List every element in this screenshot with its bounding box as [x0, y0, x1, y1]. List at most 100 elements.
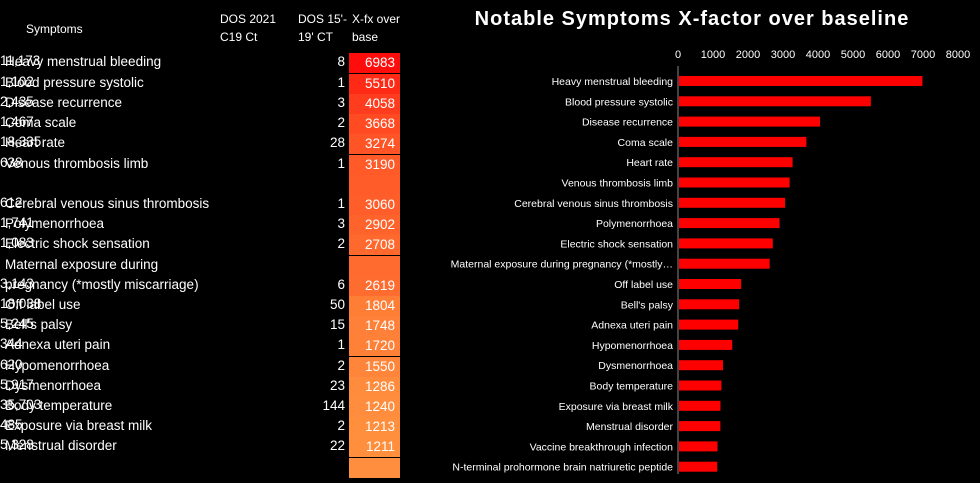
symptom-name: Hypomenorrhoea [5, 358, 110, 373]
category-label: Adnexa uteri pain [591, 320, 673, 332]
dos-2021-count: 18,335 [0, 134, 42, 149]
table-row: Exposure via breast milk 485 2 1213 [0, 417, 404, 437]
dos-15-19-count: 1 [337, 75, 345, 90]
table-row: Polymenorrhoea 1,741 3 2902 [0, 215, 404, 235]
bar [679, 258, 770, 269]
category-label: Off label use [614, 279, 673, 291]
dos-15-19-count: 6 [337, 277, 345, 292]
table-row: Heavy menstrual bleeding 11,173 8 6983 [0, 53, 404, 73]
bar [679, 279, 742, 289]
category-label: Exposure via breast milk [559, 401, 674, 413]
dos-2021-count: 35,703 [0, 397, 42, 412]
x-tick-label: 5000 [841, 49, 865, 61]
category-label: Body temperature [590, 381, 674, 393]
dos-2021-count: 344 [0, 336, 23, 351]
xfactor-empty-cell [349, 256, 400, 276]
xfactor-value: 4058 [349, 94, 400, 114]
bar [679, 197, 786, 208]
table-row: Bell's palsy 5,245 15 1748 [0, 316, 404, 336]
table-row: Dysmenorrhoea 5,917 23 1286 [0, 377, 404, 397]
dos-15-19-count: 1 [337, 337, 345, 352]
dos-15-19-count: 2 [337, 115, 345, 130]
symptom-table: Symptoms DOS 2021 C19 Ct DOS 15'- 19' CT… [0, 0, 404, 478]
table-row: Maternal exposure during pregnancy (*most… [0, 257, 404, 296]
header-xfx: X-fx over base [352, 10, 404, 46]
x-tick-label: 3000 [771, 49, 795, 61]
table-row: Venous thrombosis limb 638 1 3190 [0, 155, 404, 175]
bar [679, 441, 718, 452]
bar [679, 360, 724, 371]
xfactor-value: 3190 [349, 155, 400, 175]
bar [679, 116, 821, 127]
symptom-name: Adnexa uteri pain [5, 337, 111, 352]
xfactor-value: 1748 [349, 316, 400, 336]
dos-15-19-count: 3 [337, 95, 345, 110]
bar [679, 461, 718, 472]
chart-plot: 0 1000 2000 3000 4000 5000 6000 7000 8000 Heavy m… [451, 49, 970, 474]
dos-2021-count: 5,328 [0, 437, 34, 452]
category-label: Polymenorrhoea [596, 218, 673, 230]
xfactor-value: 2619 [349, 276, 400, 296]
table-row: Electric shock sensation 1,083 2 2708 [0, 235, 404, 255]
bar [679, 421, 721, 432]
bar [679, 400, 721, 411]
category-label: Cerebral venous sinus thrombosis [514, 198, 673, 210]
symptom-name: Disease recurrence [5, 95, 123, 110]
header-xfx-line2: base [352, 30, 379, 44]
symptom-name: Cerebral venous sinus thrombosis [5, 196, 210, 211]
xfactor-empty-cell [349, 458, 400, 478]
dos-2021-count: 11,173 [0, 53, 41, 68]
dos-2021-count: 638 [0, 155, 23, 170]
symptom-name: Heavy menstrual bleeding [5, 54, 162, 69]
dos-2021-count: 1,467 [0, 114, 34, 129]
dos-15-19-count: 144 [322, 398, 345, 413]
symptom-name: pregnancy (*mostly miscarriage) [5, 277, 199, 292]
category-label: Vaccine breakthrough infection [530, 441, 674, 453]
table-row: Body temperature 35,703 144 1240 [0, 397, 404, 417]
dos-15-19-count: 3 [337, 216, 345, 231]
bar [679, 380, 722, 391]
dos-2021-count: 1,083 [0, 235, 34, 250]
category-label: Coma scale [618, 137, 674, 149]
symptom-name-line1: Maternal exposure during [5, 257, 159, 272]
dos-15-19-count: 22 [329, 438, 345, 453]
bar [679, 96, 871, 107]
symptom-name: Blood pressure systolic [5, 75, 144, 90]
xfactor-value: 3060 [349, 195, 400, 215]
dos-2021-count: 485 [0, 417, 23, 432]
dos-15-19-count: 2 [337, 418, 345, 433]
table-row: Hypomenorrhoea 620 2 1550 [0, 357, 404, 377]
xfactor-value: 2902 [349, 215, 400, 235]
category-label: Hypomenorrhoea [592, 340, 673, 352]
bar [679, 299, 740, 310]
category-label: Heavy menstrual bleeding [552, 76, 674, 88]
x-tick-label: 8000 [946, 49, 970, 61]
bar [679, 339, 733, 350]
x-tick-label: 0 [675, 49, 681, 61]
header-dos-15-19-line2: 19' CT [298, 30, 333, 44]
table-row: Heart rate 18,335 28 3274 [0, 134, 404, 154]
dos-15-19-count: 1 [337, 156, 345, 171]
table-row: Blood pressure systolic 1,102 1 5510 [0, 74, 404, 94]
xfactor-value: 1213 [349, 417, 400, 437]
bar [679, 177, 790, 188]
category-label: Heart rate [626, 157, 673, 169]
x-tick-label: 4000 [806, 49, 830, 61]
xfactor-value: 3668 [349, 114, 400, 134]
header-dos-2021-line2: C19 Ct [220, 30, 258, 44]
dos-2021-count: 1,102 [0, 74, 34, 89]
dos-15-19-count: 23 [329, 378, 345, 393]
category-label: Menstrual disorder [586, 421, 673, 433]
x-tick-label: 6000 [876, 49, 900, 61]
table-row: Coma scale 1,467 2 3668 [0, 114, 404, 134]
table-row: Off label use 18,038 50 1804 [0, 296, 404, 316]
symptom-name: Heart rate [5, 135, 66, 150]
category-label: N-terminal prohormone brain natriuretic … [452, 462, 673, 474]
symptom-name: Body temperature [5, 398, 113, 413]
x-tick-label: 7000 [911, 49, 935, 61]
symptom-name: Coma scale [5, 115, 77, 130]
category-label: Dysmenorrhoea [598, 360, 673, 372]
dos-2021-count: 620 [0, 357, 23, 372]
dos-2021-count: 18,038 [0, 296, 42, 311]
category-label: Blood pressure systolic [565, 96, 673, 108]
